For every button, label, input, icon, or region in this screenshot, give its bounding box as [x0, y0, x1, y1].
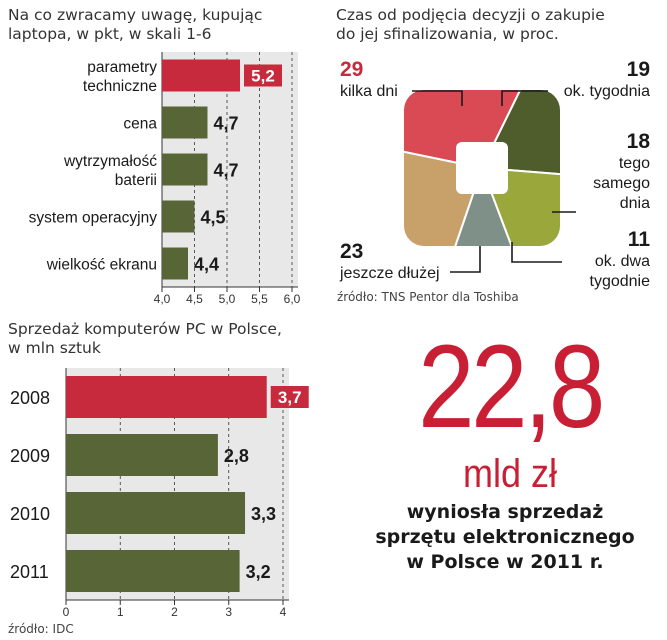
- chart2-decision-time: 29 kilka dni 19 ok. tygodnia 18 tego samego dni…: [339, 58, 651, 290]
- chart2-slice-label: ok. tygodnia: [564, 83, 650, 100]
- chart3-tick-label: 0: [63, 605, 70, 619]
- chart3-tick-label: 2: [171, 605, 178, 619]
- chart3-value-label: 3,3: [251, 504, 276, 524]
- chart1-bar: [162, 247, 188, 280]
- highlight-caption-line: w Polsce w 2011 r.: [406, 551, 604, 573]
- chart1-category-label: cena: [123, 116, 157, 133]
- chart1-tick-label: 6,0: [284, 292, 301, 306]
- chart1-laptop-criteria: 4,0 4,5 5,0 5,5 6,0 5,2 parametry techniczne 4,7…: [8, 52, 301, 306]
- chart2-slice-value: 18: [627, 130, 651, 153]
- chart2-leader-line: [501, 90, 548, 106]
- chart3-category-label: 2009: [10, 446, 50, 466]
- chart1-category-label: techniczne: [83, 78, 157, 95]
- chart1-value-label: 4,5: [201, 208, 226, 228]
- chart3-tick-label: 4: [280, 605, 287, 619]
- chart2-slice-label: kilka dni: [340, 83, 398, 100]
- chart3-bar: [66, 434, 218, 476]
- chart3-bar: [66, 492, 246, 534]
- chart1-value-label: 4,7: [214, 114, 239, 134]
- chart3-category-label: 2008: [10, 388, 50, 408]
- chart2-leader-line: [450, 246, 481, 273]
- chart2-slice: [480, 90, 560, 185]
- chart2-slice-label: ok. dwa: [595, 253, 650, 270]
- chart3-value-label-box: [270, 386, 309, 408]
- chart2-slice-value: 23: [340, 240, 363, 263]
- chart1-bar: [162, 106, 208, 139]
- chart2-slice-value: 29: [340, 58, 363, 81]
- chart2-slice: [404, 90, 560, 170]
- chart2-leader-line: [412, 90, 463, 106]
- chart1-category-label: parametry: [87, 59, 157, 76]
- chart1-category-label: wytrzymałość: [63, 153, 157, 170]
- chart2-leader-line: [511, 242, 562, 263]
- chart3-bar: [66, 376, 267, 418]
- chart2-title: Czas od podjęcia decyzji o zakupie do je…: [336, 6, 605, 43]
- chart3-source: źródło: IDC: [8, 622, 74, 636]
- chart1-tick-label: 5,0: [219, 292, 236, 306]
- highlight-caption-line: wyniosła sprzedaż: [406, 501, 604, 523]
- chart2-slice: [480, 166, 560, 246]
- chart1-value-label-box: [244, 64, 282, 87]
- highlight-caption: wyniosła sprzedaż sprzętu elektroniczneg…: [345, 500, 665, 575]
- chart2-slice-value: 11: [628, 228, 651, 251]
- chart2-slices: [404, 90, 560, 246]
- highlight-caption-line: sprzętu elektronicznego: [375, 526, 635, 548]
- chart1-bar: [162, 153, 208, 186]
- chart3-category-label: 2010: [10, 504, 50, 524]
- chart1-value-label: 4,4: [194, 255, 219, 275]
- chart2-source: źródło: TNS Pentor dla Toshiba: [337, 290, 519, 304]
- chart1-tick-label: 4,5: [186, 292, 203, 306]
- chart1-category-label: wielkość ekranu: [46, 257, 157, 274]
- chart3-category-label: 2011: [10, 562, 49, 582]
- chart2-slice-value: 19: [627, 58, 650, 81]
- chart3-value-label: 3,7: [278, 388, 302, 407]
- chart2-slice-label: tego: [619, 155, 650, 172]
- chart3-bar: [66, 550, 240, 592]
- chart2-slice-label: tygodnie: [590, 273, 651, 290]
- chart2-slice-label: jeszcze dłużej: [339, 265, 440, 282]
- chart3-pc-sales: 0 1 2 3 4 3,7 2008 2,8 2009 3,3 2010 3,2 2011: [10, 368, 309, 619]
- chart2-center-hole: [456, 142, 508, 194]
- highlight-unit: mld zł: [462, 452, 557, 496]
- chart1-tick-label: 5,5: [251, 292, 268, 306]
- chart3-value-label: 2,8: [224, 446, 249, 466]
- chart1-value-label: 5,2: [251, 67, 275, 86]
- chart1-title: Na co zwracamy uwagę, kupując laptopa, w…: [8, 6, 263, 43]
- highlight-number: 22,8: [418, 321, 605, 453]
- chart1-category-label: system operacyjny: [29, 210, 158, 227]
- chart3-title: Sprzedaż komputerów PC w Polsce, w mln s…: [8, 320, 282, 357]
- chart2-slice-label: dnia: [620, 195, 650, 212]
- chart2-slice: [404, 126, 484, 246]
- chart1-value-label: 4,7: [214, 161, 239, 181]
- chart1-label-area: [8, 52, 162, 287]
- chart1-bar: [162, 59, 240, 92]
- chart3-tick-label: 1: [117, 605, 124, 619]
- chart3-tick-label: 3: [225, 605, 232, 619]
- chart1-bar: [162, 200, 195, 233]
- chart1-category-label: baterii: [115, 172, 157, 189]
- chart3-value-label: 3,2: [246, 562, 271, 582]
- chart1-tick-label: 4,0: [154, 292, 171, 306]
- chart2-slice-label: samego: [593, 175, 650, 192]
